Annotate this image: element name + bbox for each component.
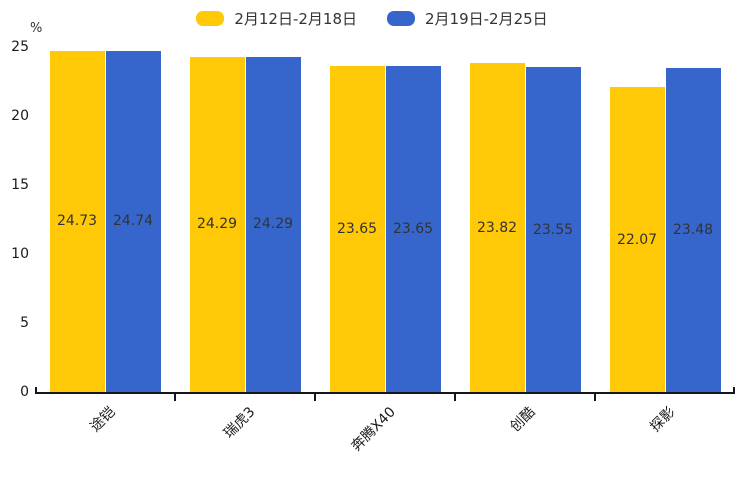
plot-area: 24.73 24.74 途铠 24.29 24.29 瑞虎3 23.65 23.65 奔腾X40… xyxy=(35,47,735,455)
bar-value-label: 23.82 xyxy=(476,219,518,236)
bar-group: 23.65 23.65 奔腾X40 xyxy=(315,47,456,455)
bar-series-1: 24.29 xyxy=(189,56,245,392)
y-tick-label: 0 xyxy=(20,384,29,400)
y-tick-label: 25 xyxy=(11,39,29,55)
legend: 2月12日-2月18日 2月19日-2月25日 xyxy=(0,8,744,29)
bar-group: 24.73 24.74 途铠 xyxy=(35,47,176,435)
bar-group: 24.29 24.29 瑞虎3 xyxy=(175,47,316,442)
x-category-label: 奔腾X40 xyxy=(347,404,399,455)
y-axis: 25 20 15 10 5 0 xyxy=(0,39,31,400)
bar-series-1: 23.82 xyxy=(469,63,525,392)
bar-series-2: 23.65 xyxy=(385,65,441,392)
bar-value-label: 24.74 xyxy=(112,213,154,230)
bar-value-label: 23.65 xyxy=(392,220,434,237)
legend-swatch xyxy=(196,11,225,26)
bar-group: 22.07 23.48 探影 xyxy=(595,47,735,435)
bar-series-2: 24.74 xyxy=(105,50,161,392)
bar-value-label: 24.29 xyxy=(252,216,294,233)
bar-series-2: 23.48 xyxy=(665,67,721,392)
bar-series-2: 24.29 xyxy=(245,56,301,392)
legend-swatch xyxy=(387,11,415,26)
y-tick-label: 20 xyxy=(11,108,29,124)
legend-label: 2月19日-2月25日 xyxy=(425,10,548,28)
bar-series-1: 23.65 xyxy=(329,65,385,392)
legend-item[interactable]: 2月12日-2月18日 xyxy=(196,8,357,29)
bar-value-label: 24.73 xyxy=(56,213,98,230)
bar-group: 23.82 23.55 创酷 xyxy=(455,47,596,435)
y-tick-label: 15 xyxy=(11,177,29,193)
bar-series-2: 23.55 xyxy=(525,67,581,392)
y-tick-label: 5 xyxy=(20,315,29,331)
x-category-label: 探影 xyxy=(647,404,679,436)
bar-value-label: 23.65 xyxy=(336,220,378,237)
legend-item[interactable]: 2月19日-2月25日 xyxy=(387,8,548,29)
x-category-label: 途铠 xyxy=(87,404,119,436)
bar-series-1: 22.07 xyxy=(609,87,665,392)
x-category-label: 创酷 xyxy=(507,404,539,436)
bar-value-label: 23.48 xyxy=(672,221,714,238)
bar-value-label: 23.55 xyxy=(532,221,574,238)
x-category-label: 瑞虎3 xyxy=(221,404,259,442)
legend-label: 2月12日-2月18日 xyxy=(234,10,357,28)
bar-value-label: 22.07 xyxy=(616,231,658,248)
y-tick-label: 10 xyxy=(11,246,29,262)
bar-series-1: 24.73 xyxy=(49,50,105,392)
y-axis-unit-label: % xyxy=(30,21,43,36)
bar-value-label: 24.29 xyxy=(196,216,238,233)
